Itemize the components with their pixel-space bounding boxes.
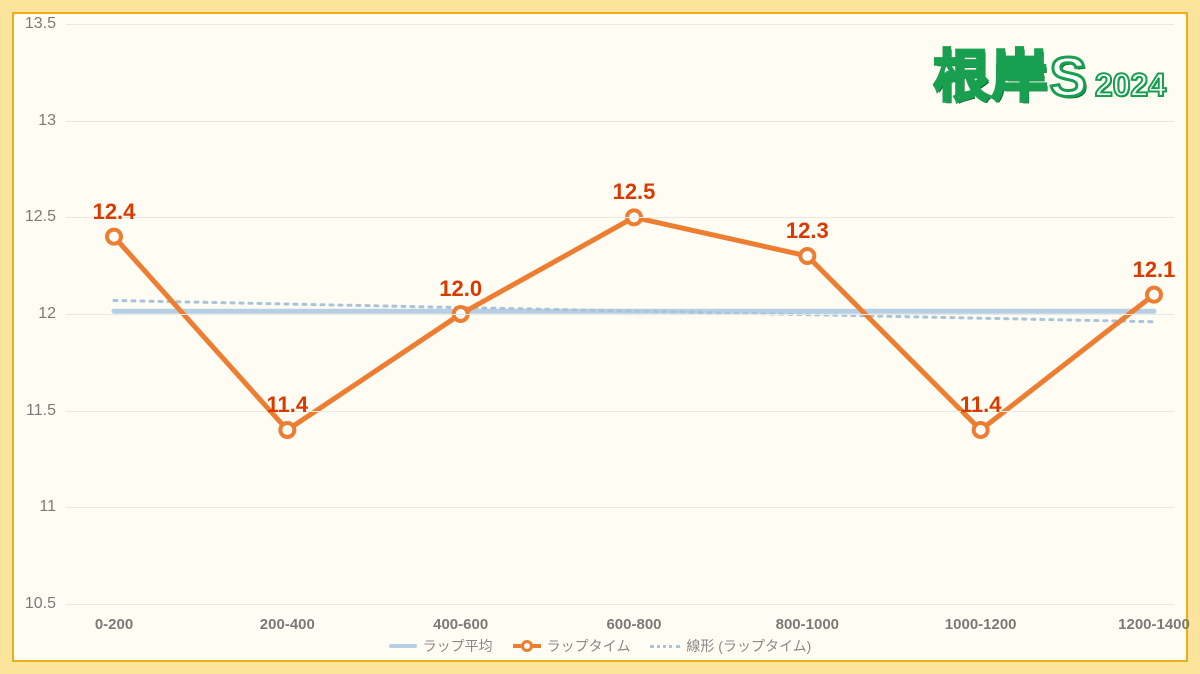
series-main-marker (107, 230, 121, 244)
data-label: 12.4 (93, 199, 136, 225)
y-tick-label: 11 (16, 498, 56, 516)
series-main-marker (1147, 288, 1161, 302)
series-main-marker (800, 249, 814, 263)
legend-item-trend: 線形 (ラップタイム) (650, 636, 811, 656)
y-tick-label: 12.5 (16, 208, 56, 226)
x-tick-label: 1200-1400 (1118, 616, 1190, 633)
y-tick-label: 12 (16, 305, 56, 323)
legend-swatch-main (513, 640, 541, 652)
x-tick-label: 200-400 (260, 616, 315, 633)
gridline (66, 314, 1174, 315)
legend-item-avg: ラップ平均 (389, 636, 493, 656)
chart-svg-layer (14, 14, 1186, 660)
data-label: 11.4 (267, 392, 309, 418)
legend: ラップ平均 ラップタイム 線形 (ラップタイム) (14, 636, 1186, 656)
chart-outer-frame: 根岸S 2024 ラップ平均 ラップタイム 線形 (ラップタイム) 10.511… (0, 0, 1200, 674)
gridline (66, 604, 1174, 605)
gridline (66, 411, 1174, 412)
chart-plot-area: 根岸S 2024 ラップ平均 ラップタイム 線形 (ラップタイム) 10.511… (12, 12, 1188, 662)
legend-swatch-avg (389, 644, 417, 648)
x-tick-label: 600-800 (606, 616, 661, 633)
gridline (66, 507, 1174, 508)
data-label: 12.5 (613, 179, 656, 205)
data-label: 12.0 (439, 276, 482, 302)
series-main-marker (974, 423, 988, 437)
y-tick-label: 13 (16, 112, 56, 130)
x-tick-label: 800-1000 (776, 616, 839, 633)
x-tick-label: 1000-1200 (945, 616, 1017, 633)
legend-label-main: ラップタイム (547, 636, 631, 656)
data-label: 11.4 (960, 392, 1002, 418)
gridline (66, 217, 1174, 218)
data-label: 12.3 (786, 218, 829, 244)
x-tick-label: 400-600 (433, 616, 488, 633)
y-tick-label: 10.5 (16, 595, 56, 613)
legend-item-main: ラップタイム (513, 636, 631, 656)
series-main-marker (280, 423, 294, 437)
data-label: 12.1 (1133, 257, 1176, 283)
legend-label-avg: ラップ平均 (423, 636, 493, 656)
legend-label-trend: 線形 (ラップタイム) (686, 636, 811, 656)
x-tick-label: 0-200 (95, 616, 133, 633)
y-tick-label: 13.5 (16, 15, 56, 33)
gridline (66, 121, 1174, 122)
legend-swatch-trend (650, 645, 680, 648)
gridline (66, 24, 1174, 25)
y-tick-label: 11.5 (16, 402, 56, 420)
